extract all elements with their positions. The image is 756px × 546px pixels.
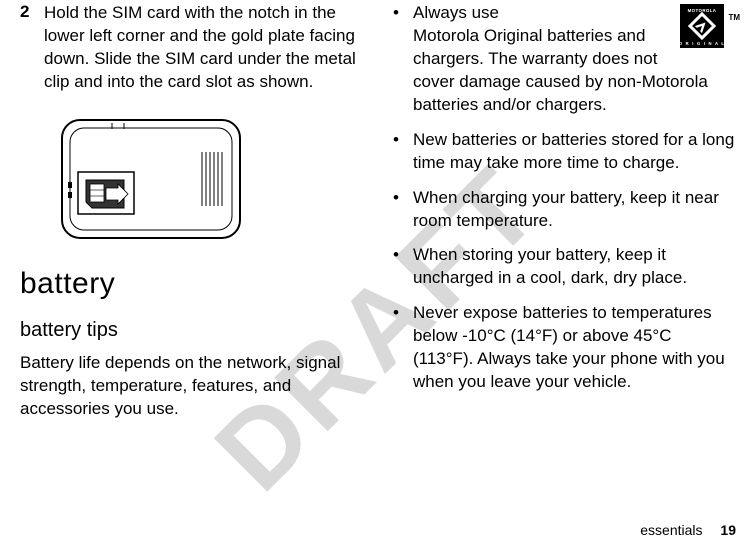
bullet-4-text: When storing your battery, keep it uncha… (413, 244, 736, 290)
left-column: 2 Hold the SIM card with the notch in th… (20, 2, 363, 502)
page-content: 2 Hold the SIM card with the notch in th… (0, 0, 756, 502)
heading-battery: battery (20, 267, 363, 301)
step-number: 2 (20, 2, 34, 94)
bullet-dot: • (393, 129, 403, 175)
bullet-2-text: New batteries or batteries stored for a … (413, 129, 736, 175)
bullet-1: • MOTOROLA O R I G I N A L TM (393, 2, 736, 117)
bullet-4: • When storing your battery, keep it unc… (393, 244, 736, 290)
bullet-1-line1: Always use (413, 3, 499, 22)
svg-text:O R I G I N A L: O R I G I N A L (680, 41, 724, 46)
bullet-3: • When charging your battery, keep it ne… (393, 187, 736, 233)
page-footer: essentials 19 (640, 522, 736, 538)
bullet-5: • Never expose batteries to temperatures… (393, 302, 736, 394)
bullet-3-text: When charging your battery, keep it near… (413, 187, 736, 233)
tm-mark: TM (728, 13, 740, 22)
footer-section-label: essentials (640, 522, 702, 538)
bullet-1-text: MOTOROLA O R I G I N A L TM Always use M… (413, 2, 736, 117)
bullet-dot: • (393, 302, 403, 394)
sim-diagram (56, 114, 363, 249)
step-2: 2 Hold the SIM card with the notch in th… (20, 2, 363, 94)
bullet-dot: • (393, 187, 403, 233)
bullet-5-text: Never expose batteries to temperatures b… (413, 302, 736, 394)
bullet-2: • New batteries or batteries stored for … (393, 129, 736, 175)
motorola-original-logo: MOTOROLA O R I G I N A L TM (680, 4, 736, 55)
footer-page-number: 19 (720, 522, 736, 538)
bullet-list: • MOTOROLA O R I G I N A L TM (393, 2, 736, 394)
step-text: Hold the SIM card with the notch in the … (44, 2, 363, 94)
battery-life-para: Battery life depends on the network, sig… (20, 352, 363, 421)
right-column: • MOTOROLA O R I G I N A L TM (393, 2, 736, 502)
bullet-dot: • (393, 244, 403, 290)
bullet-dot: • (393, 2, 403, 117)
bullet-1-rest: Motorola Original batteries and chargers… (413, 26, 708, 114)
heading-battery-tips: battery tips (20, 319, 363, 342)
